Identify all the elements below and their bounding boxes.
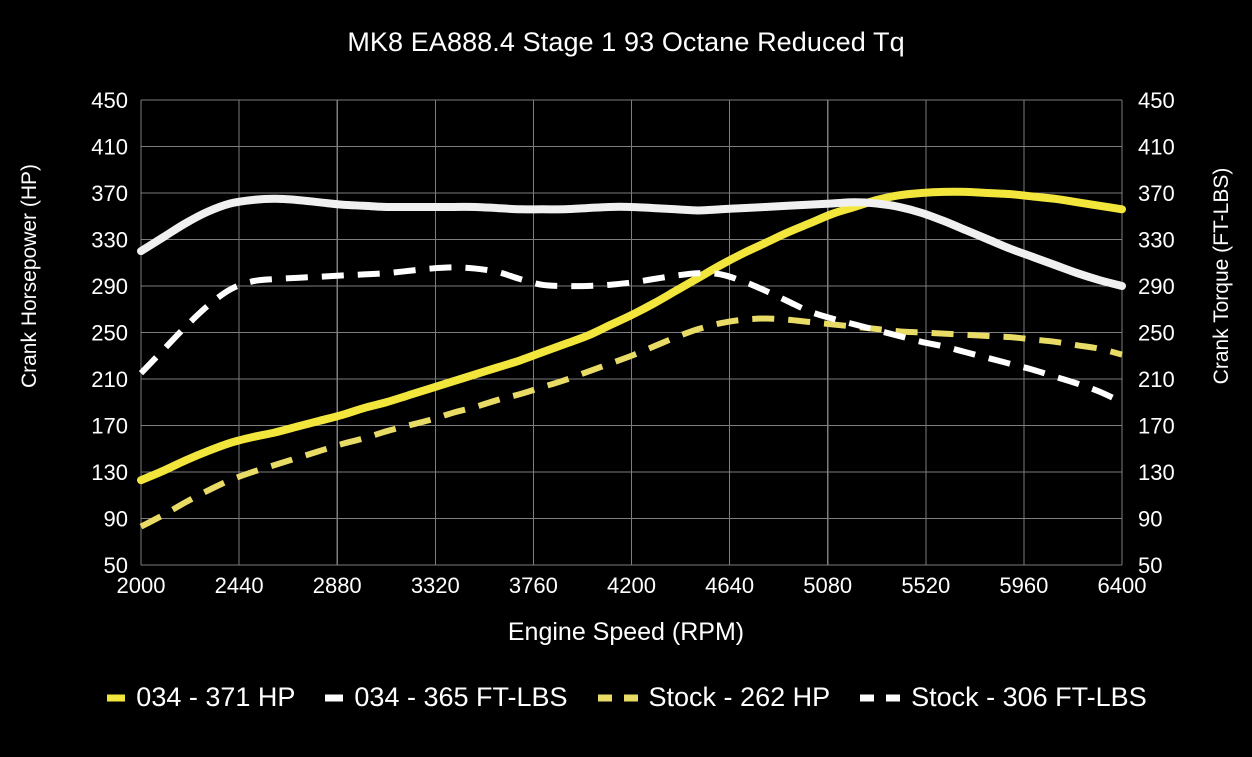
grid-lines	[140, 99, 1123, 566]
y-axis-right-tick-label: 130	[1138, 460, 1175, 485]
series-line-2	[137, 194, 1126, 290]
x-axis-ticks: 2000 2440 2880 3320 3760 4200 4640 5080 5520 5960…	[117, 573, 1147, 598]
x-axis-tick-label: 2880	[313, 573, 362, 598]
legend-line-swatch	[597, 694, 638, 701]
y-axis-right-tick-label: 90	[1138, 507, 1162, 532]
x-axis-tick-label: 3760	[509, 573, 558, 598]
legend-line-swatch	[860, 694, 901, 701]
x-axis-tick-label: 2440	[215, 573, 264, 598]
y-axis-left-tick-label: 330	[91, 228, 128, 253]
x-axis-tick-label: 2000	[117, 573, 166, 598]
y-axis-right-tick-label: 370	[1138, 181, 1175, 206]
y-axis-left-ticks: 50 90 130 170 210 250 290 330 370 410 450	[91, 88, 128, 578]
y-axis-right-tick-label: 210	[1138, 367, 1175, 392]
series-line-4	[138, 264, 1124, 405]
legend-item[interactable]: Stock - 306 FT-LBS	[858, 682, 1147, 713]
chart-title: MK8 EA888.4 Stage 1 93 Octane Reduced Tq	[347, 27, 905, 57]
y-axis-left-tick-label: 250	[91, 321, 128, 346]
y-axis-right-title: Crank Torque (FT-LBS)	[1210, 167, 1233, 385]
x-axis-tick-label: 5960	[999, 573, 1048, 598]
chart-legend: 034 - 371 HP 034 - 365 FT-LBS Stock - 262 …	[0, 682, 1252, 713]
y-axis-left-tick-label: 410	[91, 135, 128, 160]
y-axis-left-tick-label: 210	[91, 367, 128, 392]
legend-line-swatch	[107, 694, 126, 701]
legend-item-label: 034 - 371 HP	[136, 682, 296, 712]
y-axis-right-tick-label: 330	[1138, 228, 1175, 253]
y-axis-left-tick-label: 370	[91, 181, 128, 206]
y-axis-right-tick-label: 410	[1138, 135, 1175, 160]
legend-item-label: Stock - 306 FT-LBS	[911, 682, 1147, 712]
y-axis-right-tick-label: 170	[1138, 414, 1175, 439]
y-axis-left-tick-label: 290	[91, 274, 128, 299]
x-axis-tick-label: 3320	[411, 573, 460, 598]
y-axis-left-tick-label: 50	[104, 553, 128, 578]
x-axis-tick-label: 4200	[607, 573, 656, 598]
legend-line-swatch	[325, 694, 344, 701]
x-axis-title: Engine Speed (RPM)	[507, 618, 745, 646]
y-axis-right-tick-label: 250	[1138, 321, 1175, 346]
y-axis-right-tick-label: 50	[1138, 553, 1162, 578]
y-axis-left-tick-label: 90	[104, 507, 128, 532]
y-axis-left-tick-label: 450	[91, 88, 128, 113]
legend-item-label: 034 - 365 FT-LBS	[354, 682, 568, 712]
legend-item[interactable]: Stock - 262 HP	[596, 682, 831, 713]
data-series	[137, 187, 1126, 530]
y-axis-right-tick-label: 290	[1138, 274, 1175, 299]
legend-item[interactable]: 034 - 371 HP	[105, 682, 295, 713]
x-axis-tick-label: 5520	[901, 573, 950, 598]
series-line-1	[137, 187, 1126, 485]
y-axis-right-tick-label: 450	[1138, 88, 1175, 113]
x-axis-tick-label: 6400	[1098, 573, 1147, 598]
x-axis-tick-label: 5080	[803, 573, 852, 598]
y-axis-left-title: Crank Horsepower (HP)	[18, 163, 41, 389]
y-axis-left-tick-label: 130	[91, 460, 128, 485]
y-axis-right-ticks: 50 90 130 170 210 250 290 330 370 410 450	[1138, 88, 1175, 578]
y-axis-left-tick-label: 170	[91, 414, 128, 439]
legend-item-label: Stock - 262 HP	[648, 682, 831, 712]
series-line-3	[139, 315, 1123, 530]
x-axis-tick-label: 4640	[705, 573, 754, 598]
legend-item[interactable]: 034 - 365 FT-LBS	[323, 682, 568, 713]
